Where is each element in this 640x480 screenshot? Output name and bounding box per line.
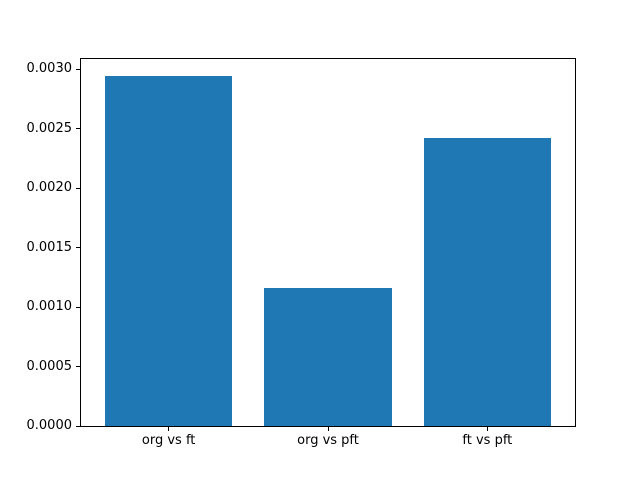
y-tick-label: 0.0000 — [26, 418, 73, 433]
y-tick-label: 0.0010 — [26, 299, 73, 315]
x-tick-label-ft-vs-pft: ft vs pft — [462, 433, 513, 448]
y-tick-mark — [76, 247, 80, 249]
bars-layer — [81, 59, 575, 426]
x-tick-label-org-vs-ft: org vs ft — [141, 433, 196, 448]
y-tick-label: 0.0020 — [26, 180, 73, 196]
y-tick-label: 0.0030 — [26, 61, 73, 77]
bar-org-vs-pft — [264, 288, 392, 426]
y-tick-label: 0.0015 — [26, 239, 73, 255]
x-tick-mark — [168, 427, 170, 431]
y-tick-label: 0.0005 — [26, 358, 73, 374]
x-tick-mark — [327, 427, 329, 431]
y-tick-mark — [76, 128, 80, 130]
y-tick-mark — [76, 68, 80, 70]
y-tick-label: 0.0025 — [26, 120, 73, 136]
bar-org-vs-ft — [104, 76, 233, 426]
y-tick-mark — [76, 425, 80, 427]
x-tick-mark — [486, 427, 488, 431]
y-tick-mark — [76, 366, 80, 368]
x-tick-label-org-vs-pft: org vs pft — [297, 433, 359, 448]
y-tick-mark — [76, 306, 80, 308]
y-tick-mark — [76, 187, 80, 189]
bar-ft-vs-pft — [423, 138, 552, 426]
plot-area — [80, 58, 576, 427]
